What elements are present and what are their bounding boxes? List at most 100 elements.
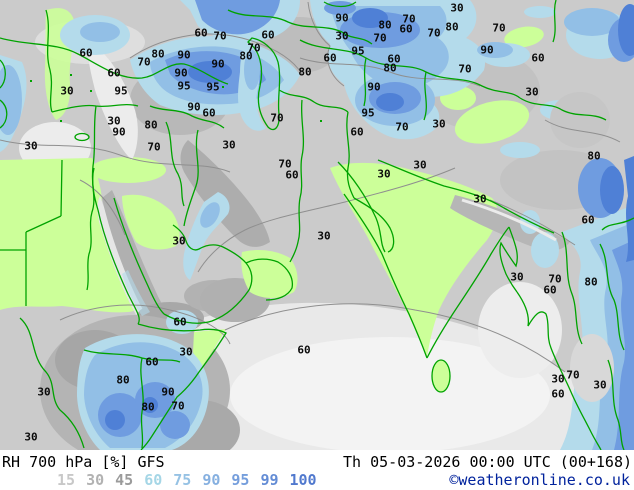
contour-label: 80 <box>116 374 129 387</box>
contour-label: 30 <box>450 2 463 15</box>
contour-label: 90 <box>367 81 380 94</box>
contour-label: 80 <box>587 150 600 163</box>
humid-blue-areas <box>0 0 634 450</box>
contour-label: 80 <box>445 21 458 34</box>
legend-value-90: 90 <box>202 471 221 489</box>
contour-label: 60 <box>202 107 215 120</box>
contour-label: 30 <box>24 431 37 444</box>
contour-label: 95 <box>177 80 190 93</box>
contour-lines <box>0 1 621 373</box>
contour-label: 60 <box>194 27 207 40</box>
copyright: ©weatheronline.co.uk <box>449 471 630 489</box>
contour-label: 60 <box>285 169 298 182</box>
contour-label: 60 <box>145 356 158 369</box>
contour-label: 60 <box>79 47 92 60</box>
contour-label: 80 <box>378 19 391 32</box>
contour-label: 95 <box>114 85 127 98</box>
contour-label: 60 <box>581 214 594 227</box>
footer-bar: RH 700 hPa [%] GFS Th 05-03-2026 00:00 U… <box>0 450 634 490</box>
himalaya-crest <box>461 198 557 242</box>
contour-label: 30 <box>432 118 445 131</box>
rh-map: 60 30 60 70 80 90 90 95 95 90 95 60 70 60 70 80 80 90 60 30… <box>0 0 634 450</box>
contour-label: 30 <box>510 271 523 284</box>
contour-label: 60 <box>543 284 556 297</box>
contour-label: 70 <box>171 400 184 413</box>
contour-label: 30 <box>24 140 37 153</box>
contour-label: 60 <box>531 52 544 65</box>
dry-slot-anatolia <box>87 40 138 160</box>
contour-label: 60 <box>551 388 564 401</box>
contour-label: 70 <box>137 56 150 69</box>
contour-label: 90 <box>112 126 125 139</box>
legend-value-75: 75 <box>173 471 192 489</box>
contour-label: 70 <box>548 273 561 286</box>
legend-value-99: 99 <box>260 471 279 489</box>
contour-label: 60 <box>350 126 363 139</box>
contour-label: 30 <box>377 168 390 181</box>
contour-label: 30 <box>335 30 348 43</box>
contour-label: 30 <box>413 159 426 172</box>
contour-label: 90 <box>335 12 348 25</box>
legend-value-100: 100 <box>289 471 317 489</box>
country-borders <box>0 0 634 450</box>
contour-label: 70 <box>373 32 386 45</box>
legend-value-15: 15 <box>57 471 76 489</box>
contour-label: 30 <box>179 346 192 359</box>
contour-label: 70 <box>213 30 226 43</box>
contour-label: 30 <box>107 115 120 128</box>
contour-label: 70 <box>427 27 440 40</box>
contour-label: 95 <box>206 81 219 94</box>
contour-label: 30 <box>37 386 50 399</box>
contour-label: 80 <box>298 66 311 79</box>
contour-label: 60 <box>261 29 274 42</box>
contour-label: 70 <box>402 13 415 26</box>
dry-land-green-over <box>193 250 298 370</box>
contour-label: 90 <box>187 101 200 114</box>
legend-value-45: 45 <box>115 471 134 489</box>
contour-label: 90 <box>480 44 493 57</box>
rh-color-scale: 15 30 45 60 75 90 95 99 100 <box>57 471 328 489</box>
vegetation-dots <box>30 74 322 122</box>
contour-label: 90 <box>174 67 187 80</box>
contour-label: 95 <box>361 107 374 120</box>
contour-label: 70 <box>566 369 579 382</box>
contour-label: 80 <box>383 62 396 75</box>
contour-label: 60 <box>323 52 336 65</box>
legend-value-60: 60 <box>144 471 163 489</box>
gray-gaps <box>550 92 614 402</box>
contour-label: 30 <box>551 373 564 386</box>
contour-label: 80 <box>141 401 154 414</box>
contour-label: 70 <box>395 121 408 134</box>
contour-label: 70 <box>147 141 160 154</box>
contour-label: 30 <box>593 379 606 392</box>
contour-label: 60 <box>387 53 400 66</box>
contour-label: 70 <box>278 158 291 171</box>
legend-value-30: 30 <box>86 471 105 489</box>
contour-label: 80 <box>584 276 597 289</box>
contour-label: 80 <box>239 50 252 63</box>
contour-label: 80 <box>151 48 164 61</box>
contour-label: 30 <box>317 230 330 243</box>
valid-time: Th 05-03-2026 00:00 UTC (00+168) <box>343 453 632 471</box>
contour-label: 70 <box>270 112 283 125</box>
contour-label: 90 <box>177 49 190 62</box>
legend-value-95: 95 <box>231 471 250 489</box>
contour-label: 70 <box>247 42 260 55</box>
contour-label: 30 <box>473 193 486 206</box>
contour-label: 60 <box>297 344 310 357</box>
contour-label: 30 <box>60 85 73 98</box>
contour-label: 70 <box>458 63 471 76</box>
contour-label: 95 <box>351 45 364 58</box>
contour-label: 30 <box>525 86 538 99</box>
contour-label: 60 <box>173 316 186 329</box>
contour-label: 60 <box>399 23 412 36</box>
contour-label: 30 <box>222 139 235 152</box>
contour-label: 30 <box>172 235 185 248</box>
contour-label: 60 <box>107 67 120 80</box>
contour-label: 90 <box>211 58 224 71</box>
contour-label: 90 <box>161 386 174 399</box>
contour-label: 70 <box>492 22 505 35</box>
product-title: RH 700 hPa [%] GFS <box>2 453 165 471</box>
